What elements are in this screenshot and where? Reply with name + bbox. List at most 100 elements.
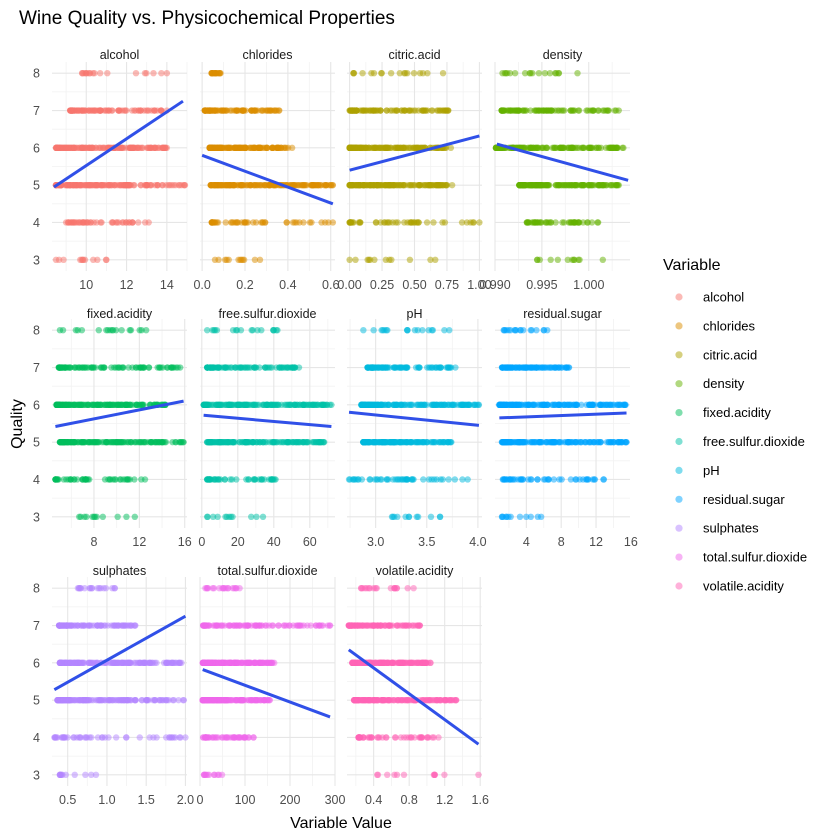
data-point — [241, 219, 248, 226]
chart-title: Wine Quality vs. Physicochemical Propert… — [19, 8, 395, 29]
data-point — [406, 401, 413, 409]
data-point — [409, 476, 416, 483]
data-point — [226, 622, 233, 629]
data-point — [214, 513, 221, 521]
data-point — [384, 326, 391, 334]
data-point — [235, 734, 243, 741]
data-point — [251, 256, 259, 264]
data-point — [350, 69, 358, 77]
data-point — [141, 69, 149, 77]
data-point — [252, 219, 260, 226]
data-point — [150, 144, 158, 152]
data-point — [502, 69, 510, 77]
x-tick-label: 3.5 — [418, 535, 435, 549]
data-point — [356, 219, 363, 226]
data-point — [151, 107, 158, 114]
data-point — [207, 476, 215, 483]
data-point — [232, 326, 240, 334]
data-point — [213, 622, 221, 629]
data-point — [372, 107, 379, 114]
data-point — [212, 438, 219, 446]
data-point — [308, 181, 315, 189]
data-point — [391, 107, 398, 114]
data-point — [513, 107, 520, 114]
facet-label: fixed.acidity — [87, 307, 153, 321]
x-tick-label: 8 — [558, 535, 565, 549]
data-point — [567, 476, 575, 483]
y-tick-label: 5 — [33, 436, 40, 450]
data-point — [568, 438, 576, 446]
data-point — [621, 401, 628, 409]
data-point — [387, 69, 395, 77]
data-point — [393, 438, 400, 446]
data-point — [436, 107, 443, 114]
data-point — [504, 364, 512, 371]
data-point — [404, 326, 411, 334]
data-point — [128, 107, 136, 114]
x-tick-label: 20 — [231, 535, 245, 549]
data-point — [275, 144, 282, 152]
data-point — [289, 219, 297, 226]
x-tick-label: 10 — [79, 278, 93, 292]
data-point — [588, 219, 596, 226]
data-point — [558, 476, 565, 483]
data-point — [115, 622, 122, 629]
data-point — [251, 364, 258, 371]
data-point — [112, 734, 120, 741]
data-point — [458, 401, 465, 409]
data-point — [370, 326, 377, 334]
data-point — [215, 69, 223, 77]
data-point — [64, 696, 71, 704]
data-point — [77, 513, 84, 521]
data-point — [172, 438, 179, 446]
facet-pH: pH3.0 3.5 4.0 — [345, 307, 487, 549]
data-point — [565, 181, 572, 189]
data-point — [413, 513, 420, 521]
data-point — [217, 438, 225, 446]
data-point — [384, 364, 391, 371]
data-point — [367, 476, 374, 483]
data-point — [58, 659, 65, 667]
data-point — [150, 69, 157, 77]
data-point — [204, 513, 211, 521]
data-point — [536, 256, 543, 264]
data-point — [131, 476, 138, 483]
data-point — [584, 107, 592, 114]
data-point — [533, 144, 540, 152]
data-point — [210, 326, 218, 334]
data-point — [503, 326, 510, 334]
data-point — [604, 401, 612, 409]
data-point — [427, 256, 434, 264]
data-point — [219, 401, 227, 409]
data-point — [547, 438, 555, 446]
data-point — [325, 219, 332, 226]
data-point — [252, 401, 259, 409]
data-point — [200, 622, 208, 629]
data-point — [104, 69, 111, 77]
data-point — [534, 476, 541, 483]
data-point — [60, 256, 67, 264]
data-point — [231, 181, 238, 189]
data-point — [281, 364, 288, 371]
data-point — [222, 734, 230, 741]
data-point — [75, 107, 83, 114]
data-point — [57, 364, 64, 371]
data-point — [437, 476, 444, 483]
data-point — [75, 438, 83, 446]
x-tick-label: 0 — [198, 535, 205, 549]
data-point — [463, 219, 471, 226]
data-point — [599, 107, 607, 114]
data-point — [417, 181, 424, 189]
data-point — [71, 771, 78, 779]
x-tick-label: 1.0 — [98, 793, 115, 807]
data-point — [209, 69, 217, 77]
data-point — [381, 438, 388, 446]
data-point — [215, 476, 222, 483]
data-point — [610, 401, 618, 409]
data-point — [540, 326, 548, 334]
data-point — [79, 364, 86, 371]
